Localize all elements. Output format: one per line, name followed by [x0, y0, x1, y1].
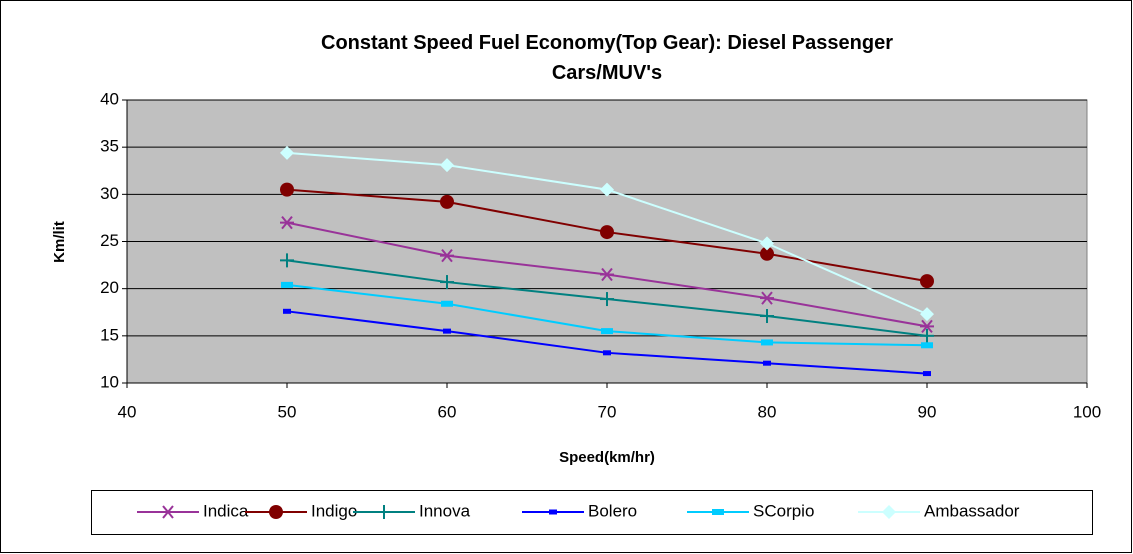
marker [281, 281, 293, 288]
marker [441, 300, 453, 307]
legend-label: Bolero [588, 501, 637, 520]
marker [280, 182, 294, 197]
marker-part [761, 291, 773, 305]
marker [600, 225, 614, 240]
marker-part [761, 339, 773, 346]
marker-part [443, 328, 451, 334]
marker-part [280, 145, 294, 160]
marker [760, 246, 774, 261]
y-tick-label: 40 [100, 89, 119, 108]
marker [440, 158, 454, 173]
marker-part [281, 281, 293, 288]
x-tick-label: 90 [918, 402, 937, 421]
y-axis-label: Km/lit [51, 221, 68, 263]
marker [280, 145, 294, 160]
marker [920, 274, 934, 289]
marker [161, 505, 175, 519]
marker-part [763, 360, 771, 366]
marker-part [603, 350, 611, 356]
marker-part [601, 328, 613, 335]
y-tick-label: 20 [100, 278, 119, 297]
legend-label: Indica [203, 501, 249, 520]
marker [440, 249, 454, 263]
legend-label: Ambassador [924, 501, 1020, 520]
marker-part [921, 319, 933, 334]
marker [920, 319, 934, 334]
marker-part [283, 308, 291, 314]
legend-label: Innova [419, 501, 471, 520]
marker [763, 360, 771, 366]
y-tick-label: 15 [100, 325, 119, 344]
marker [760, 291, 774, 305]
x-tick-label: 50 [278, 402, 297, 421]
legend-label: Indigo [311, 501, 357, 520]
marker [760, 309, 774, 324]
x-tick-label: 60 [438, 402, 457, 421]
marker-part [760, 246, 774, 261]
marker-part [600, 182, 614, 197]
marker-part [882, 505, 896, 519]
marker-part [923, 371, 931, 377]
marker-part [921, 342, 933, 349]
y-tick-label: 30 [100, 184, 119, 203]
legend-label: SCorpio [753, 501, 814, 520]
marker [440, 275, 454, 290]
marker-part [281, 215, 293, 230]
marker [443, 328, 451, 334]
marker [923, 371, 931, 377]
x-axis-label: Speed(km/hr) [559, 449, 655, 466]
marker [920, 328, 934, 343]
marker [269, 505, 283, 519]
marker [440, 194, 454, 209]
x-tick-label: 100 [1073, 402, 1101, 421]
marker [760, 236, 774, 251]
y-tick-label: 10 [100, 372, 119, 391]
marker-part [440, 194, 454, 209]
marker-part [601, 267, 613, 282]
marker [280, 253, 294, 268]
marker [603, 350, 611, 356]
marker-part [712, 509, 724, 515]
marker [920, 307, 934, 322]
marker [921, 342, 933, 349]
marker-part [600, 225, 614, 240]
chart-title: Constant Speed Fuel Economy(Top Gear): D… [321, 32, 893, 84]
marker [283, 308, 291, 314]
marker-part [162, 505, 174, 519]
marker [600, 182, 614, 197]
marker-part [440, 158, 454, 173]
marker [600, 267, 614, 282]
marker-part [920, 274, 934, 289]
marker-part [280, 182, 294, 197]
marker [280, 215, 294, 230]
y-tick-label: 25 [100, 231, 119, 250]
marker [601, 328, 613, 335]
x-tick-label: 80 [758, 402, 777, 421]
marker [600, 292, 614, 307]
marker-part [441, 300, 453, 307]
marker [549, 509, 557, 515]
y-tick-label: 35 [100, 137, 119, 156]
marker [882, 505, 896, 519]
marker-part [441, 249, 453, 263]
marker-part [269, 505, 283, 519]
marker-part [760, 236, 774, 251]
marker [761, 339, 773, 346]
marker-part [920, 307, 934, 322]
marker [377, 505, 391, 519]
marker-part [549, 509, 557, 515]
marker [712, 509, 724, 515]
x-tick-label: 40 [118, 402, 137, 421]
x-tick-label: 70 [598, 402, 617, 421]
